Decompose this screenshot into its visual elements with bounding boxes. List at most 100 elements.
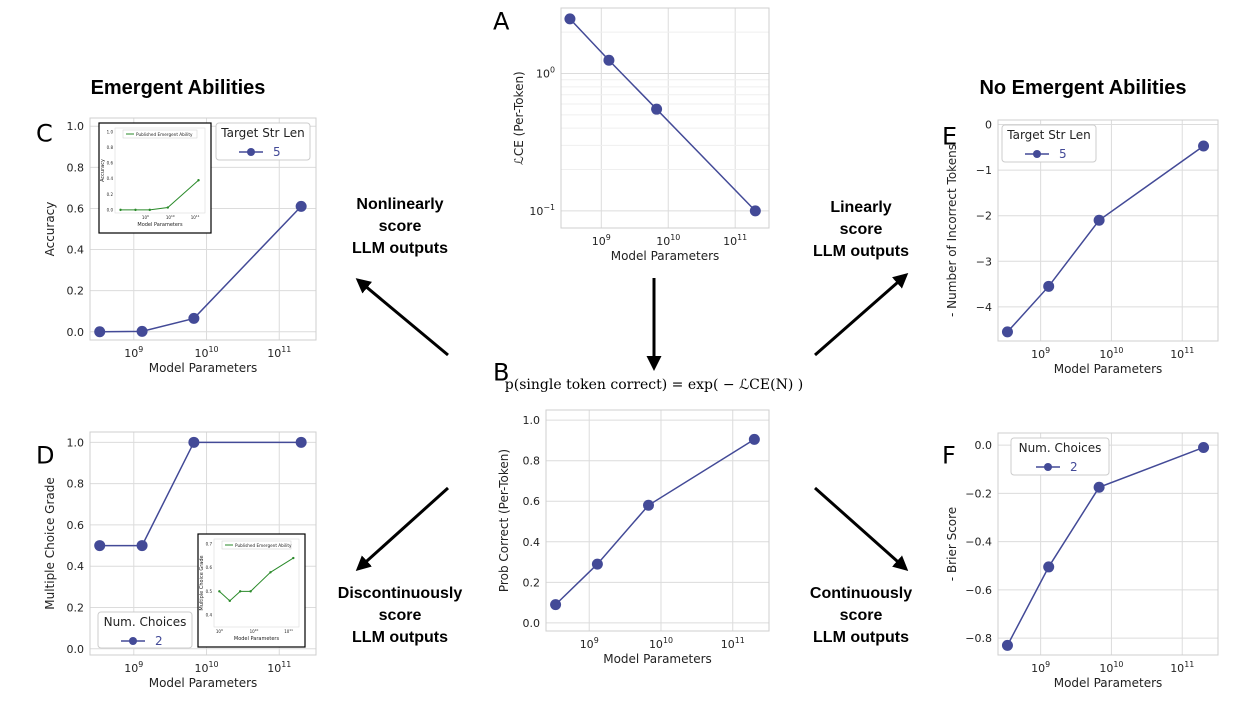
- plot-frame: [89, 431, 317, 656]
- label-discontinuous-line2: score: [379, 607, 422, 624]
- data-point: [1093, 481, 1105, 493]
- y-tick-label: 100: [536, 66, 555, 81]
- inset-data-point: [249, 590, 252, 593]
- y-tick-label: 0.6: [67, 519, 85, 532]
- x-tick-label: 1011: [1170, 346, 1194, 361]
- inset-x-tick-label: 1010: [166, 214, 175, 220]
- legend-box: [1001, 124, 1097, 163]
- y-axis-label: Multiple Choice Grade: [43, 477, 57, 610]
- inset-x-tick-label: 1010: [250, 628, 259, 634]
- panel-b-prob-correct: B 109 1010 1011 0.0 0.2 0.4 0.6 0.8 1.0 Model Para…: [493, 359, 770, 666]
- panel-letter: E: [942, 123, 957, 151]
- arrow-down-right: [814, 486, 909, 571]
- label-linear-line3: LLM outputs: [813, 243, 909, 260]
- y-tick-label: 1.0: [67, 120, 85, 133]
- x-axis-label: Model Parameters: [149, 676, 258, 690]
- label-linear: Linearly score LLM outputs: [813, 199, 909, 260]
- inset-data-point: [218, 590, 221, 593]
- data-point: [603, 54, 615, 66]
- data-point: [642, 499, 654, 511]
- label-linear-line2: score: [840, 221, 883, 238]
- panel-c-accuracy: C 109 1010 1011 0.0 0.2 0.4 0.6 0.8 1.0 Model Para…: [36, 117, 317, 375]
- arrow-up-right: [814, 273, 909, 357]
- legend-marker: [1033, 150, 1041, 158]
- label-continuous-line1: Continuously: [810, 585, 912, 602]
- data-point: [136, 540, 148, 552]
- x-tick-label: 109: [1031, 346, 1050, 361]
- inset-data-point: [269, 571, 272, 574]
- label-continuous-line3: LLM outputs: [813, 629, 909, 646]
- data-point: [1093, 214, 1105, 226]
- series-line: [99, 441, 302, 547]
- y-tick-label: 0.4: [67, 244, 85, 257]
- y-tick-label: 0.0: [523, 617, 541, 630]
- plot-frame: [560, 7, 770, 229]
- data-point: [188, 312, 200, 324]
- label-continuous: Continuously score LLM outputs: [810, 585, 912, 646]
- legend-label: 2: [155, 634, 163, 648]
- legend-box: [97, 611, 193, 649]
- y-tick-label: −0.8: [965, 632, 992, 645]
- x-axis-label: Model Parameters: [611, 249, 720, 263]
- label-discontinuous: Discontinuously score LLM outputs: [338, 585, 463, 646]
- inset-data-point: [238, 590, 242, 593]
- inset-data-point: [166, 206, 170, 209]
- x-tick-label: 109: [1031, 660, 1050, 675]
- data-point: [136, 325, 148, 337]
- legend-marker: [129, 637, 137, 645]
- series-line: [569, 18, 756, 212]
- plot-frame: [997, 119, 1219, 342]
- y-axis-label: - Number of Incorrect Tokens: [945, 144, 959, 317]
- panel-letter: F: [942, 442, 956, 470]
- data-point: [591, 558, 603, 570]
- inset-data-point: [119, 208, 122, 212]
- y-tick-label: 10−1: [529, 203, 555, 218]
- x-axis-label: Model Parameters: [1054, 362, 1163, 376]
- series-line: [99, 205, 302, 333]
- y-tick-label: −0.2: [965, 487, 992, 500]
- panel-letter: C: [36, 120, 53, 148]
- legend-title: Target Str Len: [220, 126, 304, 140]
- x-tick-label: 1010: [656, 233, 680, 248]
- data-point: [748, 433, 760, 445]
- inset-x-axis-label: Model Parameters: [137, 222, 183, 228]
- series-line: [555, 438, 755, 606]
- plot-frame: [89, 117, 317, 341]
- panel-letter: B: [493, 359, 509, 387]
- inset-legend-label: Published Emergent Ability: [136, 132, 193, 137]
- x-tick-label: 1011: [267, 345, 291, 360]
- x-tick-label: 109: [124, 660, 143, 675]
- x-tick-label: 109: [580, 636, 599, 651]
- y-axis-label: - Brier Score: [945, 507, 959, 581]
- series-line: [1006, 145, 1204, 333]
- heading-emergent: Emergent Abilities: [91, 77, 266, 99]
- y-tick-label: 0.4: [523, 536, 541, 549]
- label-nonlinear-line3: LLM outputs: [352, 240, 448, 257]
- y-tick-label: −1: [976, 164, 992, 177]
- x-axis-label: Model Parameters: [1054, 676, 1163, 690]
- x-tick-label: 1011: [1170, 660, 1194, 675]
- y-tick-label: 0.8: [523, 455, 541, 468]
- label-linear-line1: Linearly: [830, 199, 891, 216]
- panel-letter: A: [493, 8, 510, 36]
- panel-letter: D: [36, 442, 54, 470]
- x-tick-label: 1010: [194, 660, 218, 675]
- data-point: [1043, 561, 1055, 573]
- inset-y-tick-label: 0.0: [107, 207, 114, 212]
- x-tick-label: 1010: [649, 636, 673, 651]
- y-tick-label: −0.4: [965, 536, 992, 549]
- data-point: [1198, 140, 1210, 152]
- inset-plot-area: [114, 127, 206, 214]
- plot-frame: [545, 409, 770, 632]
- inset-x-tick-label: 1011: [284, 628, 293, 634]
- data-point: [295, 436, 307, 448]
- data-point: [94, 540, 106, 552]
- inset-legend-box: [221, 540, 292, 550]
- inset-legend-box: [122, 129, 198, 139]
- panel-d-multiple-choice: D 109 1010 1011 0.0 0.2 0.4 0.6 0.8 1.0 Model Para…: [36, 431, 317, 690]
- arrow-down-left: [355, 486, 450, 572]
- legend-title: Num. Choices: [1019, 441, 1102, 455]
- label-continuous-line2: score: [840, 607, 883, 624]
- inset-data-point: [148, 208, 151, 212]
- data-point: [1043, 280, 1055, 292]
